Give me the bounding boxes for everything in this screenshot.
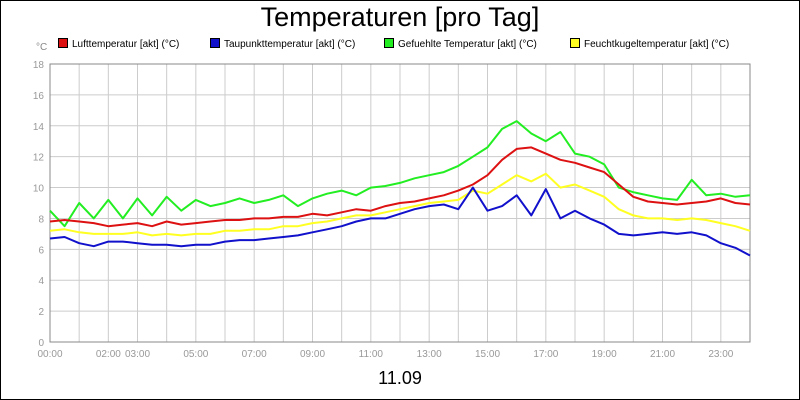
legend-label-feuchtkugeltemperatur: Feuchtkugeltemperatur [akt] (°C) — [584, 39, 730, 50]
y-tick-label: 16 — [33, 91, 45, 102]
x-tick-label: 21:00 — [650, 349, 675, 360]
date-label: 11.09 — [378, 368, 422, 388]
legend-swatch-gefuehlte-temperatur — [384, 38, 394, 48]
x-tick-label: 17:00 — [533, 349, 558, 360]
series-line-taupunkttemperatur — [49, 186, 751, 257]
legend-swatch-lufttemperatur — [58, 38, 68, 48]
series-line-gefuehlte-temperatur — [49, 120, 751, 228]
plot-border — [49, 63, 751, 343]
legend-label-gefuehlte-temperatur: Gefuehlte Temperatur [akt] (°C) — [398, 39, 537, 50]
x-tick-label: 11:00 — [359, 349, 384, 360]
y-axis-unit: °C — [36, 42, 48, 53]
y-tick-label: 6 — [38, 245, 44, 256]
x-tick-label: 09:00 — [300, 349, 325, 360]
y-tick-label: 0 — [38, 338, 44, 349]
x-tick-label: 03:00 — [125, 349, 150, 360]
y-tick-label: 12 — [33, 153, 45, 164]
x-tick-label: 19:00 — [592, 349, 617, 360]
x-tick-label: 23:00 — [708, 349, 733, 360]
x-tick-label: 13:00 — [417, 349, 442, 360]
x-tick-label: 05:00 — [183, 349, 208, 360]
legend-item-taupunkttemperatur: Taupunkttemperatur [akt] (°C) — [210, 38, 355, 50]
series-line-feuchtkugeltemperatur — [49, 172, 751, 237]
y-tick-label: 8 — [38, 214, 44, 225]
legend-label-taupunkttemperatur: Taupunkttemperatur [akt] (°C) — [224, 39, 356, 50]
legend-item-lufttemperatur: Lufttemperatur [akt] (°C) — [58, 38, 179, 50]
legend: Lufttemperatur [akt] (°C) Taupunkttemper… — [0, 38, 800, 52]
legend-item-gefuehlte-temperatur: Gefuehlte Temperatur [akt] (°C) — [384, 38, 537, 50]
legend-item-feuchtkugeltemperatur: Feuchtkugeltemperatur [akt] (°C) — [570, 38, 729, 50]
y-tick-label: 18 — [33, 60, 45, 71]
y-tick-label: 10 — [33, 184, 45, 195]
legend-swatch-feuchtkugeltemperatur — [570, 38, 580, 48]
chart-title: Temperaturen [pro Tag] — [260, 2, 540, 32]
series-line-lufttemperatur — [49, 146, 751, 228]
y-tick-label: 2 — [38, 307, 44, 318]
legend-label-lufttemperatur: Lufttemperatur [akt] (°C) — [72, 39, 180, 50]
x-tick-label: 00:00 — [37, 349, 62, 360]
y-tick-label: 14 — [33, 122, 45, 133]
x-tick-label: 02:00 — [96, 349, 121, 360]
x-tick-label: 15:00 — [475, 349, 500, 360]
y-tick-label: 4 — [38, 276, 44, 287]
legend-swatch-taupunkttemperatur — [210, 38, 220, 48]
x-tick-label: 07:00 — [242, 349, 267, 360]
